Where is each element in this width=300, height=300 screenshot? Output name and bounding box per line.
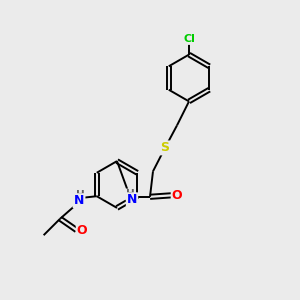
Text: S: S (160, 141, 169, 154)
Text: N: N (74, 194, 84, 207)
Text: H: H (76, 190, 85, 200)
Text: O: O (77, 224, 87, 237)
Text: Cl: Cl (183, 34, 195, 44)
Text: O: O (172, 189, 182, 202)
Text: H: H (126, 189, 135, 200)
Text: N: N (127, 193, 137, 206)
